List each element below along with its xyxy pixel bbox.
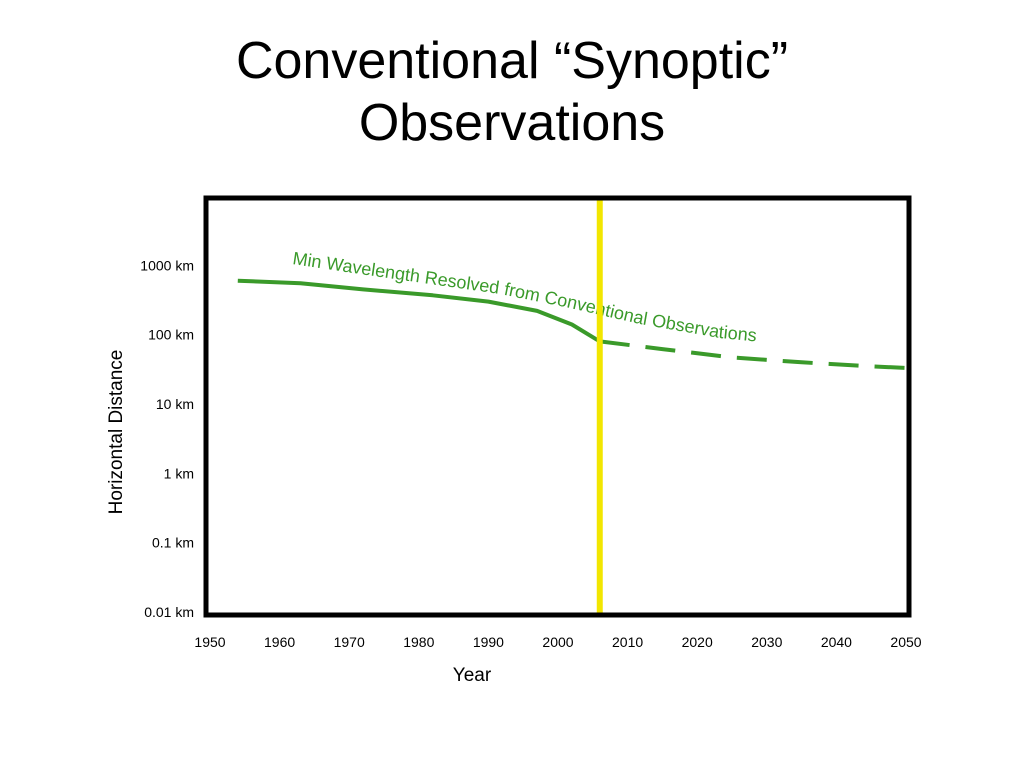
y-tick-labels: 1000 km 100 km 10 km 1 km 0.1 km 0.01 km [140, 257, 194, 620]
x-tick-label: 1990 [473, 634, 504, 650]
x-tick-label: 2020 [682, 634, 713, 650]
y-axis-label: Horizontal Distance [106, 350, 127, 515]
series-line-projected [599, 339, 907, 370]
y-tick-label: 10 km [156, 396, 194, 412]
x-tick-label: 2050 [890, 634, 921, 650]
series-label: Min Wavelength Resolved from Conventiona… [291, 248, 757, 345]
y-tick-label: 1000 km [140, 257, 194, 273]
x-tick-label: 1950 [194, 634, 225, 650]
y-tick-label: 0.1 km [152, 535, 194, 551]
slide-title-line-2: Observations [358, 94, 666, 152]
x-tick-label: 1980 [403, 634, 434, 650]
x-axis-label: Year [453, 665, 492, 686]
series-label-text: Min Wavelength Resolved from Conventiona… [291, 248, 757, 345]
series-line-observed [237, 278, 601, 344]
x-tick-label: 2010 [612, 634, 643, 650]
slide-title-line-1: Conventional “Synoptic” [235, 32, 789, 90]
chart-data-layer: Min Wavelength Resolved from Conventiona… [237, 200, 907, 613]
slide-title: Conventional “Synoptic” Observations [0, 30, 1024, 154]
x-tick-label: 2000 [542, 634, 573, 650]
x-tick-labels: 1950 1960 1970 1980 1990 2000 2010 2020 2030 2040… [194, 634, 921, 650]
x-tick-label: 1960 [264, 634, 295, 650]
plot-frame [203, 195, 912, 618]
x-tick-label: 2030 [751, 634, 782, 650]
y-tick-label: 1 km [164, 465, 194, 481]
y-tick-label: 0.01 km [144, 604, 194, 620]
x-tick-label: 1970 [334, 634, 365, 650]
y-tick-label: 100 km [148, 327, 194, 343]
x-tick-label: 2040 [821, 634, 852, 650]
